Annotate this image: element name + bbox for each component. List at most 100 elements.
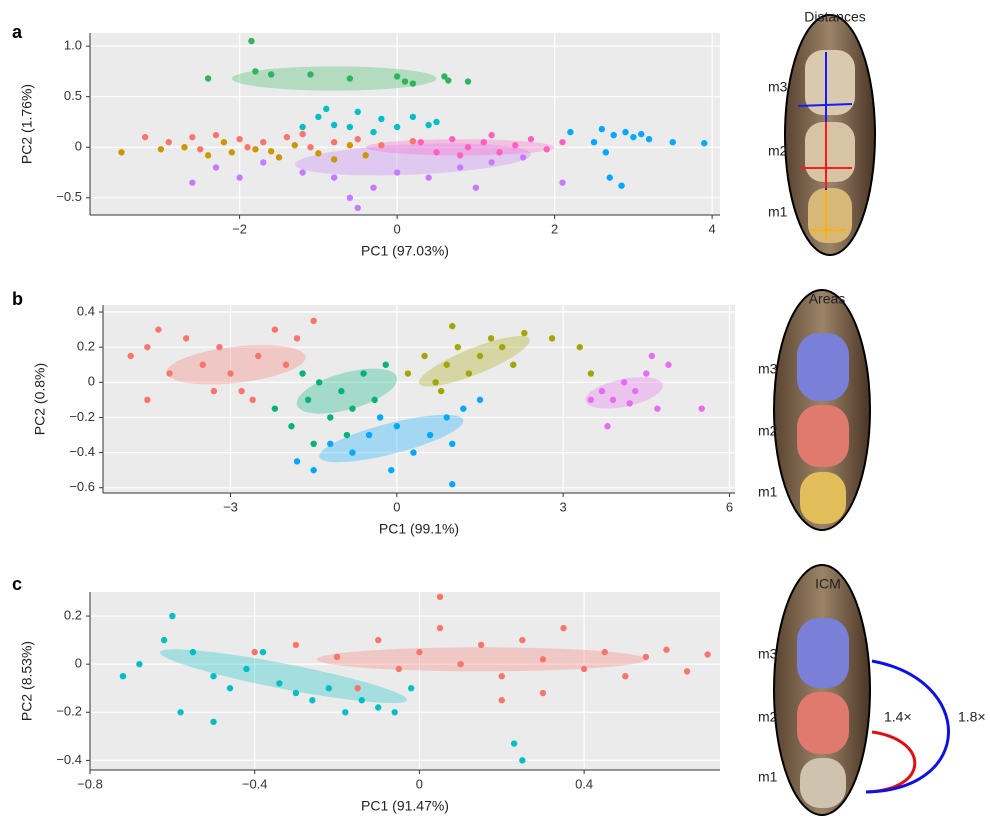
data-point xyxy=(519,757,526,764)
data-point xyxy=(443,361,450,368)
data-point xyxy=(433,118,440,126)
data-point xyxy=(539,656,547,663)
y-axis-label: PC2 (8.53%) xyxy=(19,641,35,721)
data-point xyxy=(309,697,316,704)
data-point xyxy=(519,636,526,644)
data-point xyxy=(388,466,395,474)
data-point xyxy=(395,665,403,673)
data-point xyxy=(276,680,283,687)
data-point xyxy=(255,352,262,360)
data-point xyxy=(416,648,423,656)
data-point xyxy=(210,718,217,726)
data-point xyxy=(598,387,606,395)
data-point xyxy=(409,113,417,121)
data-point xyxy=(496,149,503,156)
data-point xyxy=(393,73,401,80)
data-point xyxy=(293,335,301,342)
data-point xyxy=(376,414,384,421)
data-point xyxy=(155,326,162,333)
data-point xyxy=(343,431,351,439)
tooth-illustration xyxy=(773,289,871,531)
y-tick-label: 0 xyxy=(88,374,95,389)
data-point xyxy=(342,709,349,716)
x-axis-label: PC1 (99.1%) xyxy=(379,521,459,537)
data-point xyxy=(166,370,173,377)
confidence-ellipse xyxy=(294,143,531,176)
data-point xyxy=(260,139,267,146)
data-point xyxy=(292,641,300,649)
data-point xyxy=(252,146,259,153)
data-point xyxy=(236,135,243,143)
data-point xyxy=(548,335,556,342)
data-point xyxy=(323,105,330,113)
data-point xyxy=(210,672,217,680)
data-point xyxy=(626,400,633,407)
data-point xyxy=(560,624,567,632)
confidence-ellipse xyxy=(160,649,408,704)
tooth-label: m1 xyxy=(758,484,778,500)
data-point xyxy=(457,660,464,668)
data-point xyxy=(698,405,705,412)
data-point xyxy=(382,361,389,368)
data-point xyxy=(307,71,314,78)
data-point xyxy=(580,665,588,673)
y-tick-label: 0.2 xyxy=(77,339,95,354)
data-point xyxy=(315,150,322,157)
data-point xyxy=(630,133,637,141)
data-point xyxy=(449,481,456,488)
data-point xyxy=(271,326,279,333)
x-axis-label: PC1 (97.03%) xyxy=(361,243,449,259)
data-point xyxy=(189,648,197,656)
data-point xyxy=(251,648,258,656)
ratio-label: 1.4× xyxy=(884,709,912,725)
data-point xyxy=(519,154,527,161)
confidence-ellipse xyxy=(296,368,398,414)
data-point xyxy=(365,431,373,439)
data-point xyxy=(704,651,711,658)
data-point xyxy=(220,139,228,146)
data-point xyxy=(576,343,583,351)
data-point xyxy=(654,405,661,412)
data-point xyxy=(299,123,306,131)
x-tick-label: 0 xyxy=(416,776,423,791)
tooth-label: m1 xyxy=(768,204,788,220)
data-point xyxy=(645,135,653,143)
data-point xyxy=(330,156,338,163)
tooth-label: m3 xyxy=(758,646,778,662)
data-point xyxy=(527,135,535,143)
data-point xyxy=(310,440,317,448)
data-point xyxy=(638,130,645,138)
data-point xyxy=(127,352,134,360)
data-point xyxy=(498,697,505,704)
data-point xyxy=(587,396,595,404)
data-point xyxy=(375,704,382,711)
data-point xyxy=(330,139,338,146)
data-point xyxy=(587,370,595,377)
data-point xyxy=(601,648,608,656)
data-point xyxy=(189,133,196,141)
data-point xyxy=(275,154,283,161)
data-point xyxy=(259,648,267,656)
data-point xyxy=(291,142,298,149)
data-point xyxy=(310,466,317,474)
data-point xyxy=(378,115,385,123)
data-point xyxy=(602,149,610,156)
data-point xyxy=(512,142,519,149)
data-point xyxy=(169,612,176,620)
data-point xyxy=(665,361,672,368)
data-point xyxy=(354,135,361,143)
data-point xyxy=(445,77,452,84)
data-point xyxy=(212,164,220,171)
data-point xyxy=(449,135,456,143)
data-point xyxy=(346,194,354,202)
data-point xyxy=(480,139,487,146)
data-point xyxy=(476,396,484,404)
data-point xyxy=(136,660,143,668)
data-point xyxy=(437,387,445,395)
data-point xyxy=(559,179,566,186)
data-point xyxy=(370,184,377,191)
x-axis-label: PC1 (91.47%) xyxy=(361,798,449,814)
data-point xyxy=(244,144,251,151)
data-point xyxy=(443,414,450,421)
